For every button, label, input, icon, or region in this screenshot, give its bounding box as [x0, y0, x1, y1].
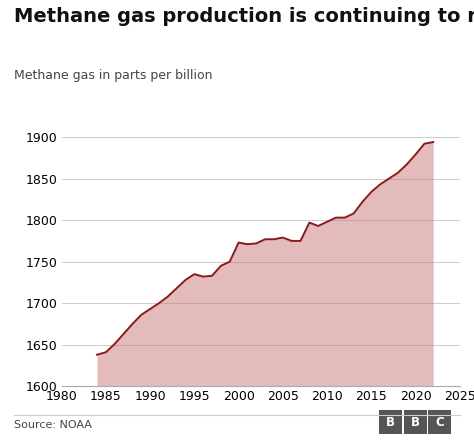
Text: Methane gas in parts per billion: Methane gas in parts per billion	[14, 69, 213, 82]
Text: C: C	[436, 416, 444, 428]
Text: Source: NOAA: Source: NOAA	[14, 420, 92, 430]
Text: Methane gas production is continuing to rise: Methane gas production is continuing to …	[14, 7, 474, 26]
Text: B: B	[411, 416, 419, 428]
Text: B: B	[386, 416, 395, 428]
